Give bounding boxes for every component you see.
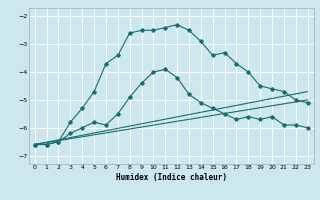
X-axis label: Humidex (Indice chaleur): Humidex (Indice chaleur)	[116, 173, 227, 182]
